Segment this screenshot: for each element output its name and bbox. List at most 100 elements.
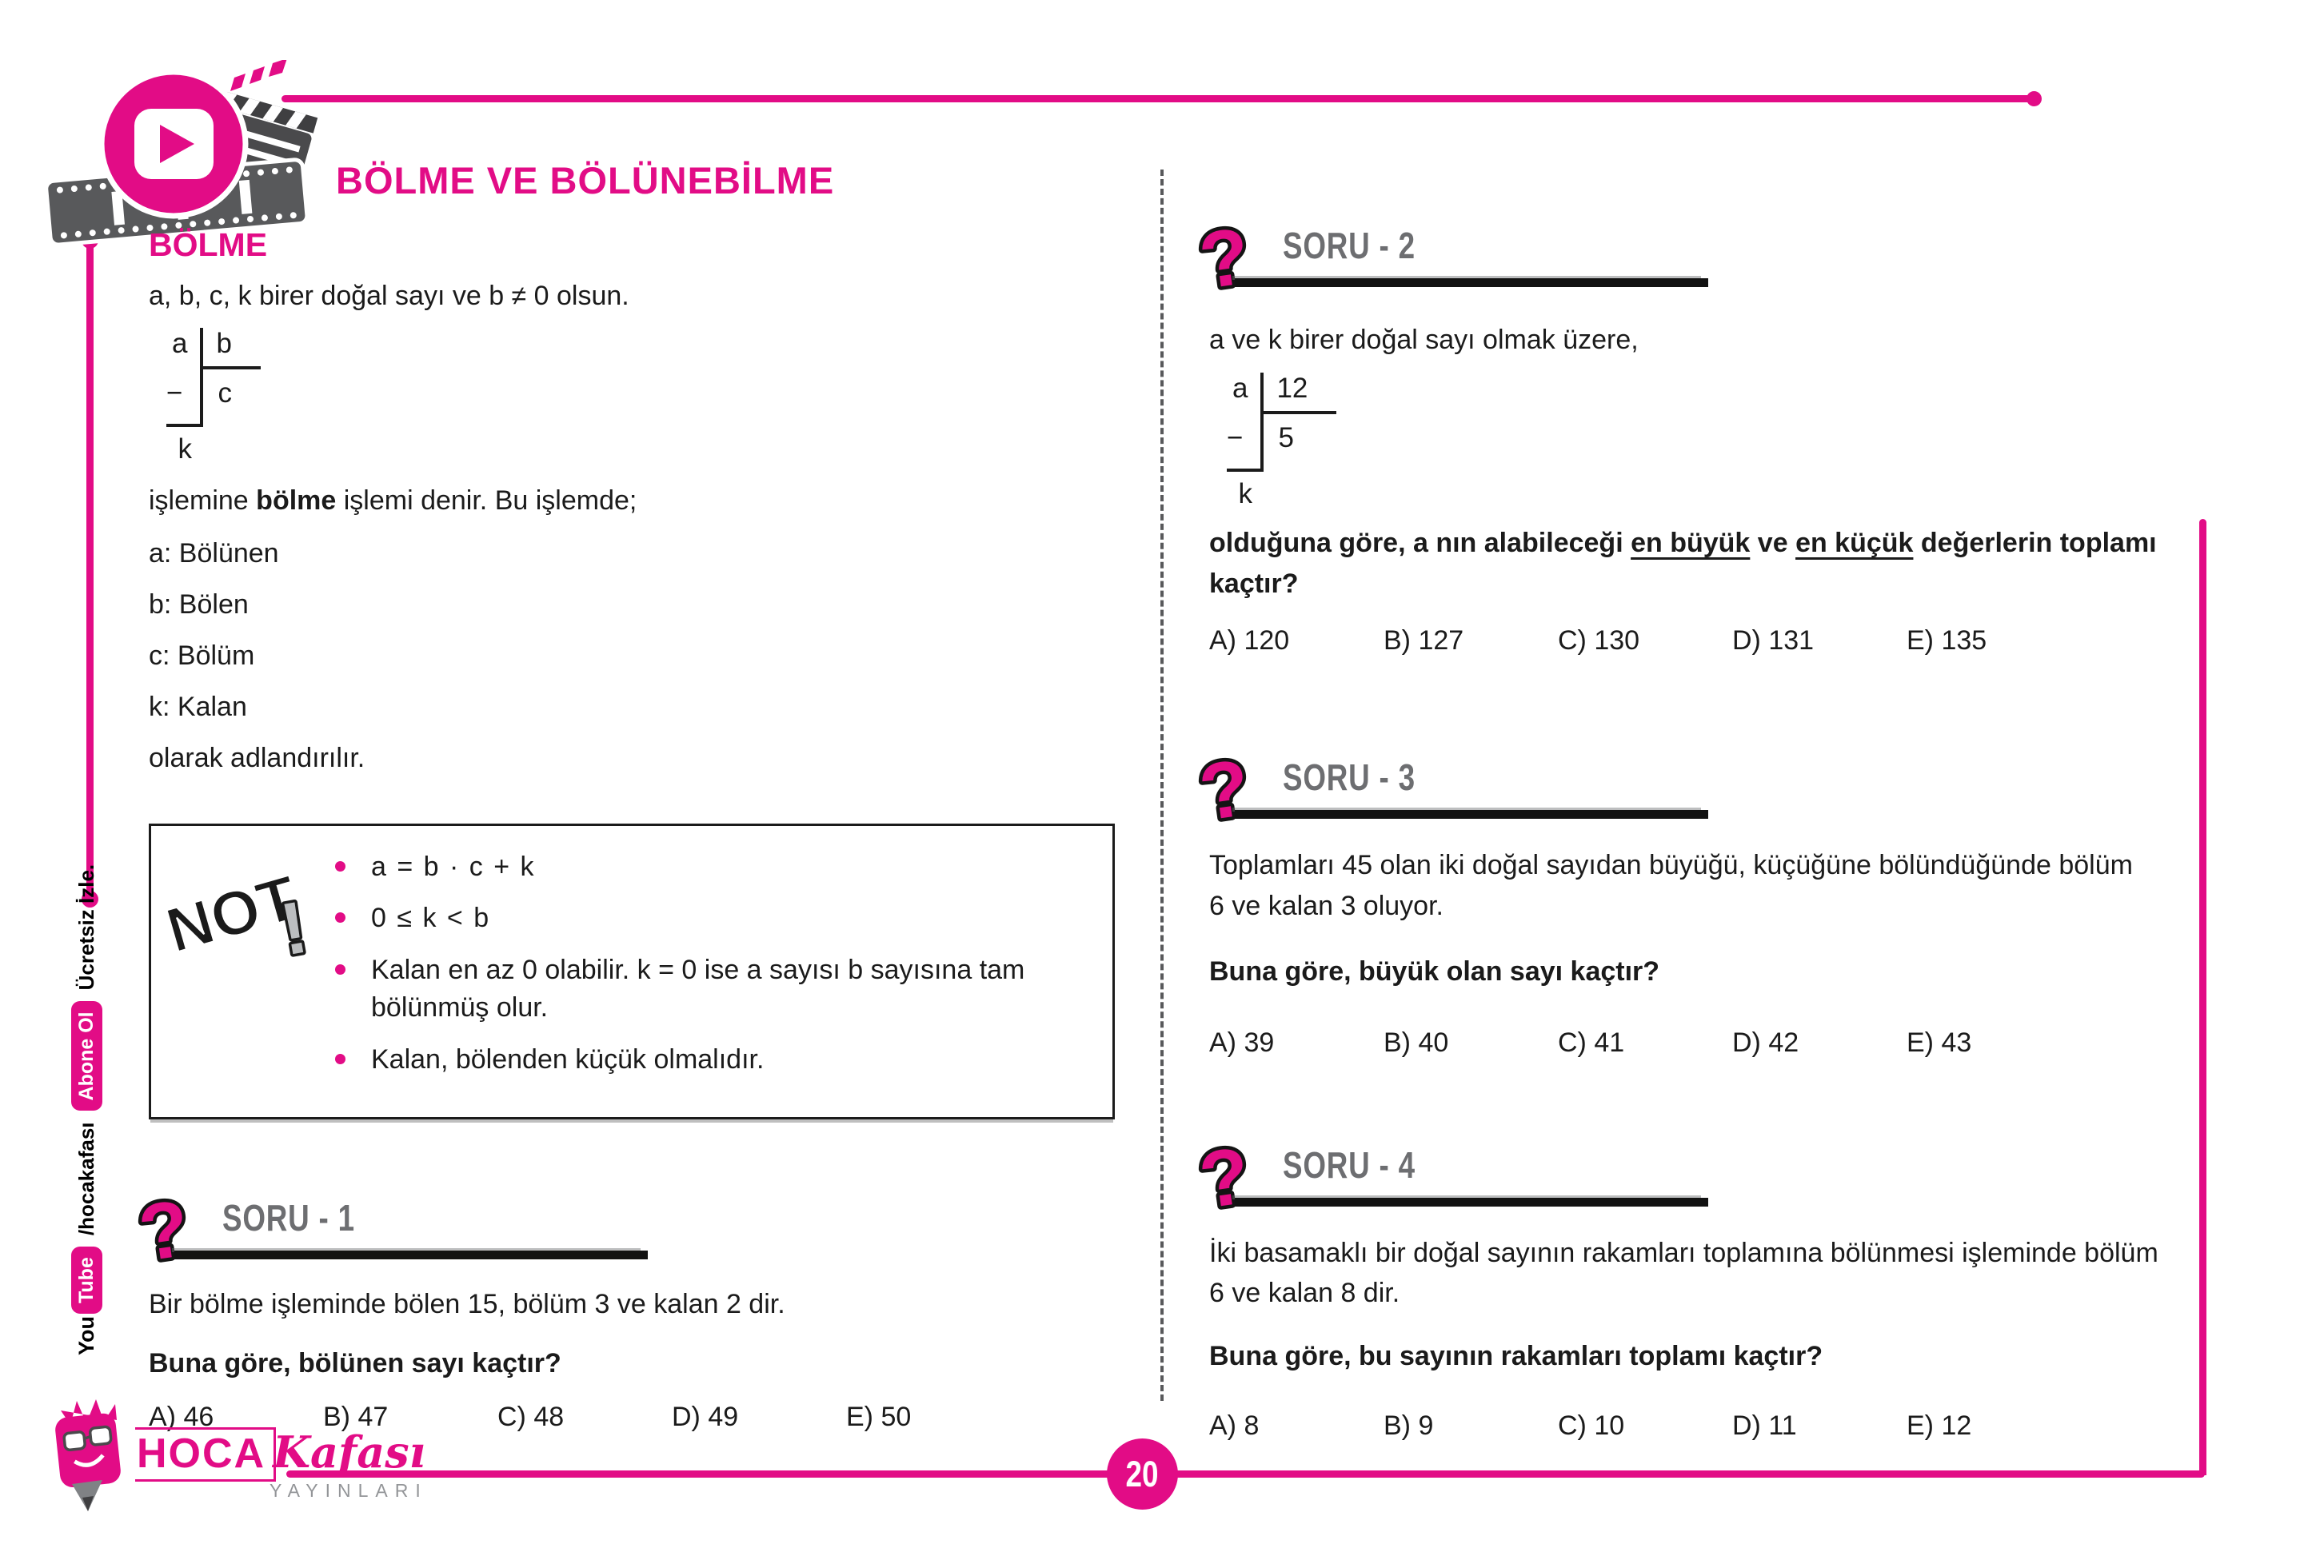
question-header-underline <box>1235 1197 1708 1207</box>
watch-free-text: Ücretsiz İzle. <box>74 864 98 991</box>
video-logo-graphic <box>44 58 318 247</box>
question-header-underline <box>1235 810 1708 820</box>
question-mark-glyph: ? <box>134 1183 194 1278</box>
choice-e: E) 135 <box>1907 625 1987 656</box>
not-logo: NOT ! <box>158 853 326 1001</box>
question-mark-glyph: ? <box>1194 1131 1255 1226</box>
question-4-choices: A) 8 B) 9 C) 10 D) 11 E) 12 <box>1209 1410 2210 1442</box>
brand-hoca-text: HOCA <box>135 1427 277 1482</box>
prompt-part: ve <box>1750 528 1796 559</box>
note-bullet-item: Kalan, bölenden küçük olmalıdır. <box>335 1041 1085 1079</box>
choice-c: C) 10 <box>1558 1410 1625 1441</box>
choice-a: A) 8 <box>1209 1410 1260 1441</box>
play-button-icon <box>98 69 249 219</box>
question-1-label: SORU - 1 <box>222 1196 355 1239</box>
note-bullet-item: 0 ≤ k < b <box>335 900 1085 938</box>
question-4-body: İki basamaklı bir doğal sayının rakamlar… <box>1209 1233 2210 1314</box>
note-remainder-smaller: Kalan, bölenden küçük olmalıdır. <box>371 1043 765 1075</box>
choice-b: B) 127 <box>1384 625 1464 656</box>
remainder: k <box>1238 478 1252 510</box>
minus-sign: − <box>166 369 201 428</box>
choice-d: D) 42 <box>1732 1027 1799 1058</box>
question-mark-icon: ? <box>1191 738 1272 842</box>
choice-c: C) 48 <box>497 1401 565 1432</box>
question-3-header: ? SORU - 3 <box>1191 739 2210 842</box>
prompt-part: olduğuna göre, a nın alabileceği <box>1209 528 1631 559</box>
question-4-body-line: 6 ve kalan 8 dir. <box>1209 1278 1400 1309</box>
bottom-accent-line <box>286 1470 2205 1478</box>
note-bullet-item: Kalan en az 0 olabilir. k = 0 ise a sayı… <box>335 952 1085 1027</box>
dividend: a <box>1232 373 1248 405</box>
quotient: c <box>200 369 260 428</box>
choice-a: A) 39 <box>1209 1027 1275 1058</box>
section-heading: BÖLME <box>149 226 268 263</box>
question-mark-icon: ? <box>1191 1126 1272 1230</box>
division-diagram-q2: a 12 − 5 k <box>1227 373 1337 510</box>
choice-c: C) 41 <box>1558 1027 1625 1058</box>
page-title: BÖLME VE BÖLÜNEBİLME <box>336 159 835 201</box>
choice-b: B) 47 <box>323 1401 389 1432</box>
page-number: 20 <box>1125 1453 1160 1494</box>
note-inequality: 0 ≤ k < b <box>371 903 491 934</box>
not-logo-graphic: NOT ! <box>158 860 316 973</box>
question-4-prompt: Buna göre, bu sayının rakamları toplamı … <box>1209 1340 1823 1371</box>
column-divider-dashed-line <box>1160 170 1164 1401</box>
question-3-body-line: Toplamları 45 olan iki doğal sayıdan büy… <box>1209 850 2133 881</box>
division-diagram-lesson: a b − c k <box>166 328 261 465</box>
bullet-dot-icon <box>335 964 345 975</box>
definition-line: işlemine bölme işlemi denir. Bu işlemde; <box>149 481 1140 520</box>
choice-d: D) 131 <box>1732 625 1815 656</box>
choice-e: E) 50 <box>846 1401 912 1432</box>
divisor: 12 <box>1260 373 1337 415</box>
question-1-header: ? SORU - 1 <box>130 1179 1140 1282</box>
pink-dashes-decoration <box>230 58 287 91</box>
question-3-body-line: 6 ve kalan 3 oluyor. <box>1209 890 1444 921</box>
top-line-end-dot <box>2027 91 2042 106</box>
brand-kafasi-text: Kafası <box>273 1426 426 1478</box>
youtube-tube-badge: Tube <box>70 1247 102 1314</box>
question-mark-glyph: ? <box>1194 211 1255 306</box>
definition-post: işlemi denir. Bu işlemde; <box>336 485 637 517</box>
question-mark-icon: ? <box>130 1179 211 1283</box>
left-accent-rail <box>82 232 98 908</box>
question-2-body: a ve k birer doğal sayı olmak üzere, <box>1209 325 1639 355</box>
right-column: ? SORU - 2 a ve k birer doğal sayı olmak… <box>1191 207 2210 1442</box>
choice-a: A) 120 <box>1209 625 1290 656</box>
question-4-label: SORU - 4 <box>1283 1143 1416 1186</box>
question-header-underline <box>1235 278 1708 287</box>
choice-b: B) 40 <box>1384 1027 1449 1058</box>
question-2-label: SORU - 2 <box>1283 225 1416 266</box>
question-1-choices: A) 46 B) 47 C) 48 D) 49 E) 50 <box>149 1402 1140 1433</box>
question-4-header: ? SORU - 4 <box>1191 1127 2210 1229</box>
publisher-name-row: HOCA Kafası <box>135 1426 428 1482</box>
question-2-choices: A) 120 B) 127 C) 130 D) 131 E) 135 <box>1209 625 2210 656</box>
term-quotient: c: Bölüm <box>149 640 255 671</box>
youtube-you-text: You <box>74 1316 98 1355</box>
question-mark-glyph: ? <box>1194 743 1255 838</box>
term-list: a: Bölünen b: Bölen c: Bölüm k: Kalan ol… <box>149 538 1140 774</box>
choice-d: D) 11 <box>1732 1410 1797 1441</box>
question-3-choices: A) 39 B) 40 C) 41 D) 42 E) 43 <box>1209 1027 2210 1059</box>
question-1-body: Bir bölme işleminde bölen 15, bölüm 3 ve… <box>149 1288 785 1319</box>
definition-bold: bölme <box>256 485 337 517</box>
right-accent-line <box>2199 519 2206 1475</box>
question-3-prompt: Buna göre, büyük olan sayı kaçtır? <box>1209 956 1660 987</box>
bullet-dot-icon <box>335 860 345 872</box>
minus-sign: − <box>1227 414 1261 473</box>
publisher-logo: HOCA Kafası YAYINLARI <box>46 1393 428 1521</box>
remainder: k <box>178 433 192 465</box>
question-header-underline <box>174 1250 648 1259</box>
subscribe-badge: Abone Ol <box>70 1001 102 1111</box>
term-closing: olarak adlandırılır. <box>149 742 365 773</box>
choice-d: D) 49 <box>672 1401 739 1432</box>
divisor: b <box>200 328 261 370</box>
choice-e: E) 43 <box>1907 1027 1972 1058</box>
term-divisor: b: Bölen <box>149 588 249 620</box>
prompt-part-underlined: en küçük <box>1795 528 1914 559</box>
bullet-dot-icon <box>335 1053 345 1064</box>
question-mark-icon: ? <box>1191 206 1272 310</box>
prompt-part-underlined: en büyük <box>1631 528 1751 559</box>
choice-e: E) 12 <box>1907 1410 1972 1441</box>
note-formula: a = b · c + k <box>371 851 536 882</box>
